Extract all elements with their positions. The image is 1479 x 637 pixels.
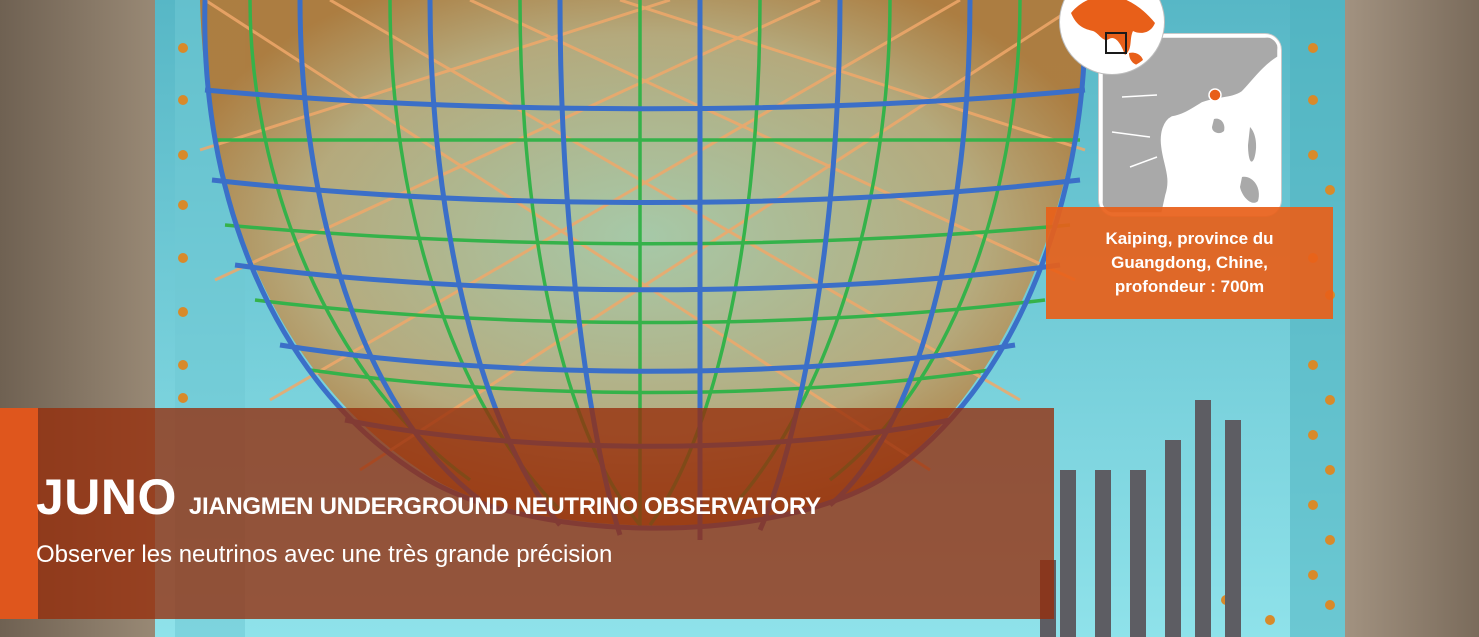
globe-icon xyxy=(1063,0,1161,71)
location-caption: Kaiping, province du Guangdong, Chine, p… xyxy=(1046,207,1333,319)
location-text: Kaiping, province du Guangdong, Chine, p… xyxy=(1075,227,1305,299)
project-full-name: JIANGMEN UNDERGROUND NEUTRINO OBSERVATOR… xyxy=(189,493,821,521)
project-acronym: JUNO xyxy=(36,468,177,526)
title-line: JUNO JIANGMEN UNDERGROUND NEUTRINO OBSER… xyxy=(36,468,821,526)
banner-accent-stripe xyxy=(0,408,38,619)
title-banner: JUNO JIANGMEN UNDERGROUND NEUTRINO OBSER… xyxy=(0,408,1054,619)
location-marker-icon xyxy=(1209,89,1221,101)
project-subtitle: Observer les neutrinos avec une très gra… xyxy=(36,541,612,569)
location-card: Kaiping, province du Guangdong, Chine, p… xyxy=(1046,0,1336,322)
